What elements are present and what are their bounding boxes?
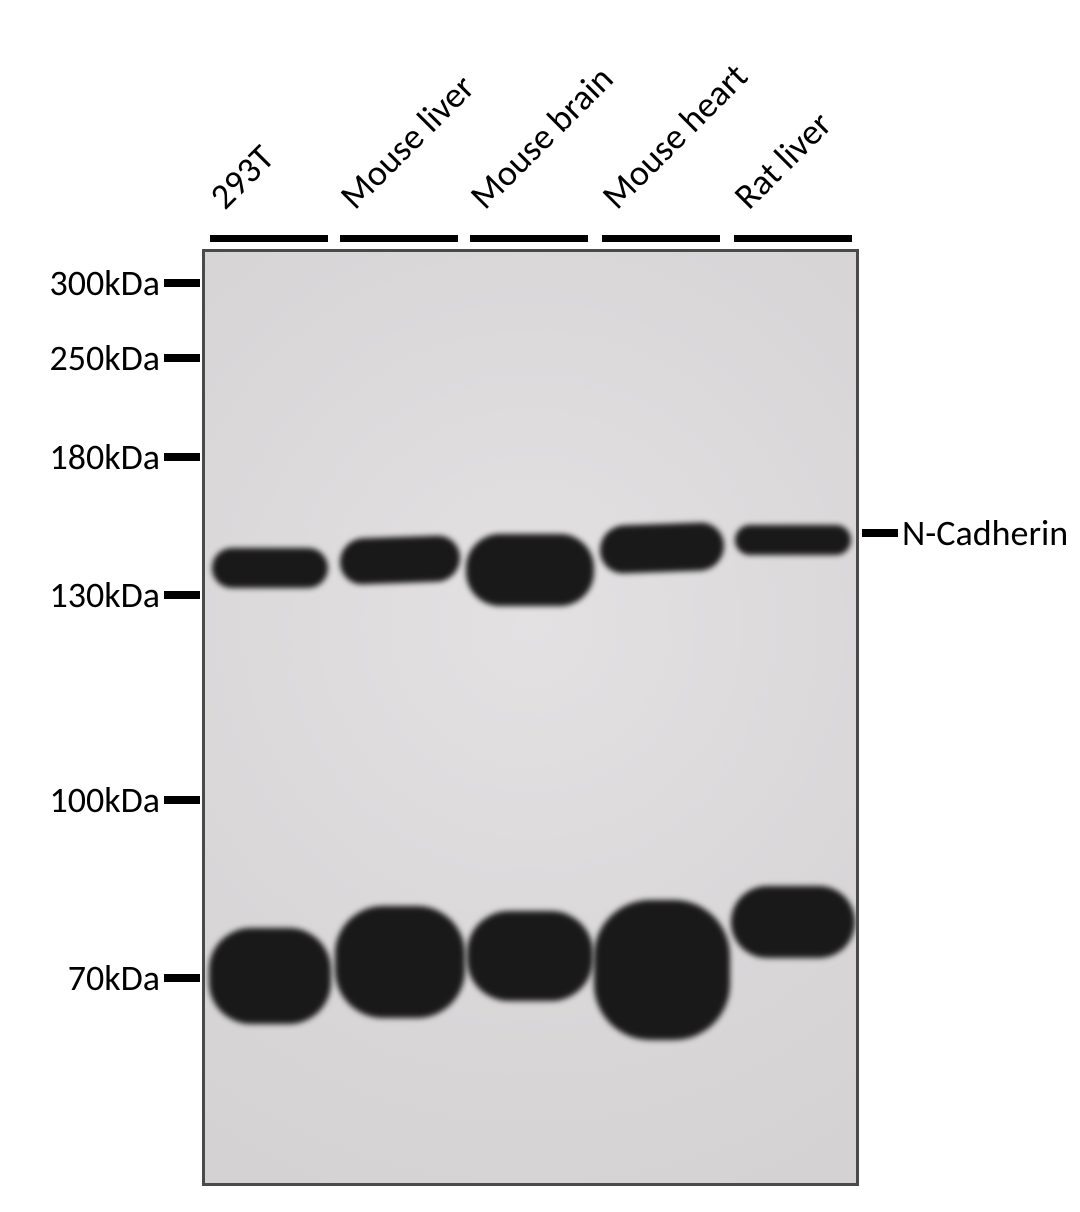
- mw-label-70: 70kDa: [68, 956, 160, 1000]
- band-upper-lane1: [340, 535, 460, 585]
- mw-label-300: 300kDa: [50, 261, 161, 305]
- band-upper-lane0: [212, 548, 328, 588]
- lane-underline-3: [602, 235, 720, 242]
- target-tick: [862, 529, 898, 537]
- mw-label-100: 100kDa: [50, 778, 161, 822]
- band-lower-lane2: [467, 911, 593, 1001]
- western-blot-figure: 293T Mouse liver Mouse brain Mouse heart…: [0, 0, 1080, 1212]
- lane-label-0: 293T: [201, 136, 283, 218]
- mw-tick-70: [164, 974, 200, 982]
- mw-label-180: 180kDa: [50, 435, 161, 479]
- band-lower-lane1: [335, 906, 465, 1018]
- mw-label-130: 130kDa: [50, 573, 161, 617]
- lane-underline-0: [210, 235, 328, 242]
- lane-underline-4: [734, 235, 852, 242]
- band-lower-lane3: [594, 900, 730, 1040]
- lane-label-4: Rat liver: [725, 102, 841, 218]
- lane-label-1: Mouse liver: [331, 65, 484, 218]
- mw-tick-300: [164, 279, 200, 287]
- membrane-background: [202, 249, 859, 1186]
- band-lower-lane0: [209, 928, 331, 1024]
- lane-underline-1: [340, 235, 458, 242]
- mw-tick-100: [164, 796, 200, 804]
- mw-tick-130: [164, 591, 200, 599]
- mw-tick-250: [164, 354, 200, 362]
- lane-underline-2: [470, 235, 588, 242]
- band-upper-lane3: [600, 522, 724, 574]
- band-upper-lane4: [735, 525, 851, 555]
- target-label: N-Cadherin: [902, 511, 1068, 555]
- mw-label-250: 250kDa: [50, 336, 161, 380]
- blot-membrane: [202, 249, 859, 1186]
- band-lower-lane4: [731, 886, 855, 958]
- band-upper-lane2: [466, 534, 594, 606]
- mw-tick-180: [164, 453, 200, 461]
- lane-label-2: Mouse brain: [461, 57, 622, 218]
